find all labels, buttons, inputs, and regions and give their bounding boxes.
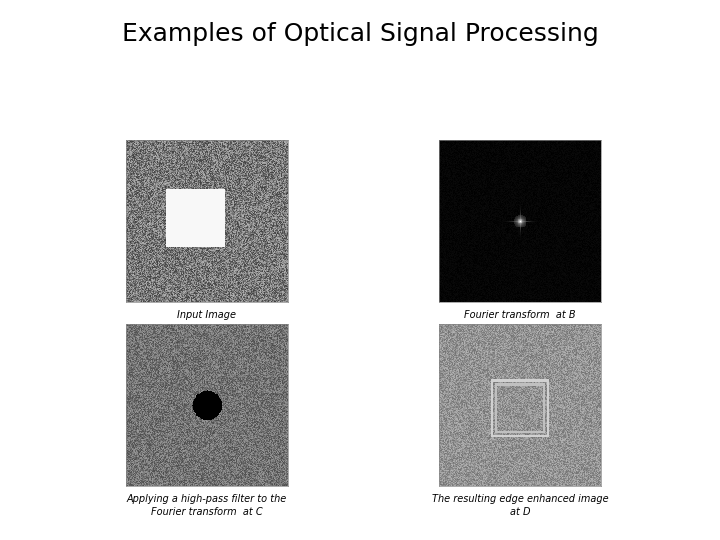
Text: Examples of Optical Signal Processing: Examples of Optical Signal Processing [122, 22, 598, 45]
Text: Input Image: Input Image [178, 310, 236, 321]
Text: Applying a high-pass filter to the
Fourier transform  at C: Applying a high-pass filter to the Fouri… [127, 494, 287, 517]
Text: The resulting edge enhanced image
at D: The resulting edge enhanced image at D [432, 494, 608, 517]
Text: Fourier transform  at B: Fourier transform at B [464, 310, 576, 321]
